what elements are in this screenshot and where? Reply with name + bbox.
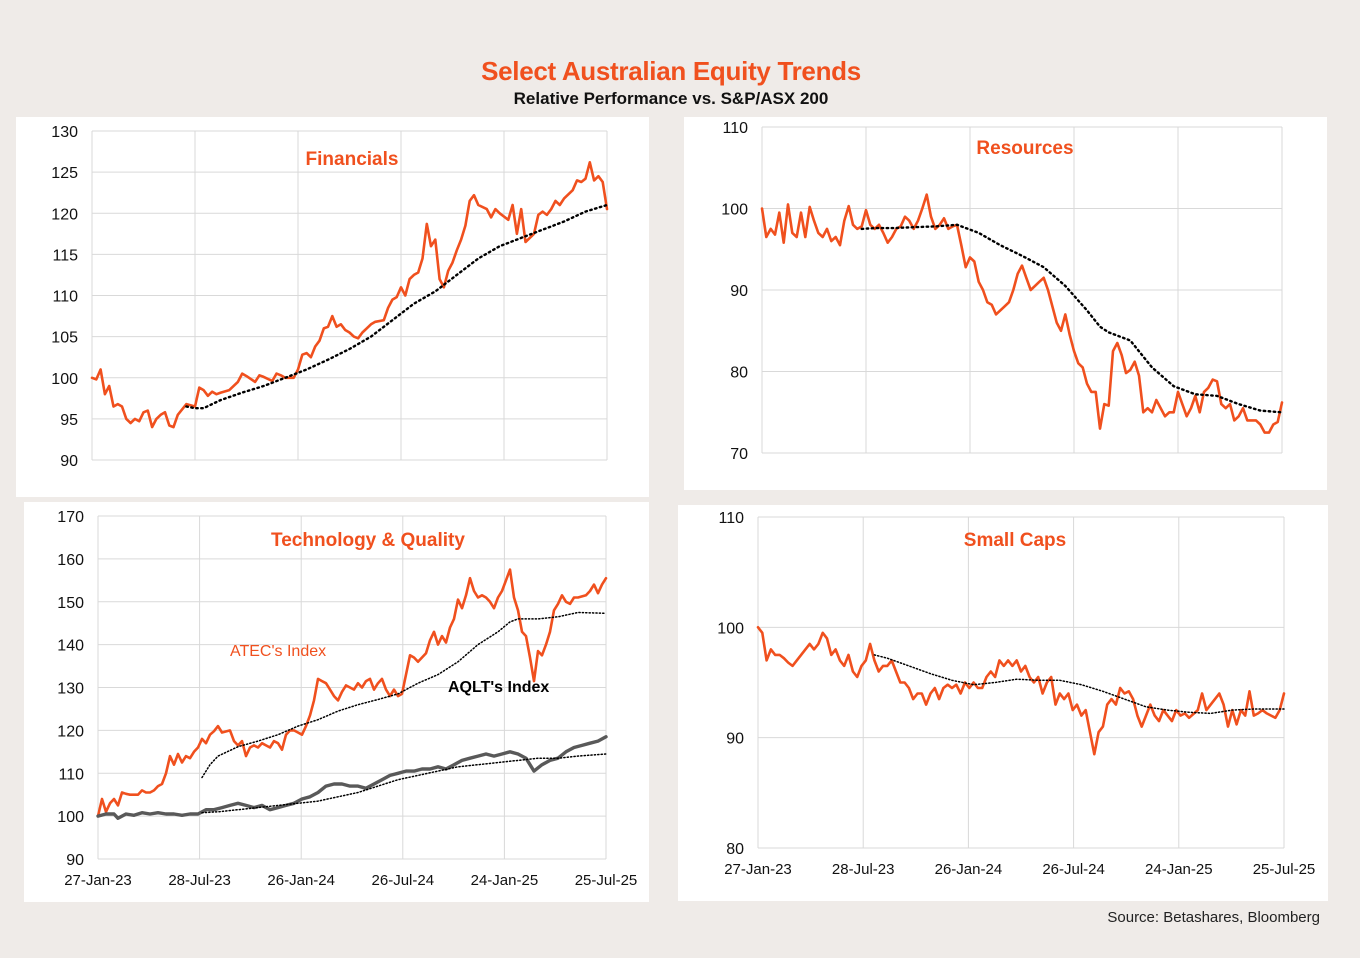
atec-s-index-orange-solid-series-line — [96, 568, 608, 818]
y-tick-label: 160 — [57, 552, 84, 569]
orange-solid-series-line — [90, 161, 609, 429]
x-tick-label: 25-Jul-25 — [1253, 861, 1316, 878]
x-tick-label: 24-Jan-25 — [1145, 861, 1213, 878]
x-tick-label: 27-Jan-23 — [64, 872, 132, 889]
y-tick-label: 90 — [66, 852, 84, 869]
x-tick-label: 27-Jan-23 — [724, 861, 792, 878]
small-caps-panel: 80 90 100 110 27-Jan-23 28-Jul-23 26-Jan-24 26-… — [678, 505, 1328, 901]
resources-chart: 70 80 90 100 110 Resources — [721, 120, 1284, 463]
y-tick-label: 100 — [721, 202, 748, 219]
y-tick-label: 170 — [57, 509, 84, 526]
atec-s-index-black-dotted-thin-series-line — [201, 611, 607, 779]
y-tick-label: 120 — [57, 723, 84, 740]
chart-title: Financials — [306, 149, 399, 170]
series-annotation-aqlt-s-index: AQLT's Index — [448, 679, 549, 696]
black-dotted-series-line — [185, 203, 609, 410]
x-tick-label: 24-Jan-25 — [471, 872, 539, 889]
y-tick-label: 100 — [51, 371, 78, 388]
x-tick-label: 28-Jul-23 — [832, 861, 895, 878]
y-tick-label: 115 — [52, 247, 78, 264]
x-tick-label: 26-Jul-24 — [1042, 861, 1105, 878]
series-annotation-atec-s-index: ATEC's Index — [230, 643, 326, 660]
orange-solid-series-line — [760, 193, 1284, 434]
page-title: Select Australian Equity Trends — [481, 56, 861, 86]
y-tick-label: 80 — [730, 365, 748, 382]
y-tick-label: 90 — [726, 731, 744, 748]
x-tick-label: 25-Jul-25 — [575, 872, 638, 889]
y-tick-label: 70 — [730, 446, 748, 463]
small-caps-chart: 80 90 100 110 27-Jan-23 28-Jul-23 26-Jan-24 26-… — [717, 510, 1316, 878]
y-tick-label: 90 — [730, 283, 748, 300]
x-tick-label: 26-Jul-24 — [372, 872, 435, 889]
y-tick-label: 100 — [57, 809, 84, 826]
y-tick-label: 80 — [726, 841, 744, 858]
resources-panel: 70 80 90 100 110 Resources — [684, 117, 1327, 490]
y-tick-label: 90 — [60, 453, 78, 470]
source-note: Source: Betashares, Bloomberg — [1107, 909, 1320, 926]
financials-chart: 90 95 100 105 110 115 120 125 130 Financials — [51, 124, 609, 470]
technology-quality-panel: 90 100 110 120 130 140 150 160 170 27-Jan-23 28-Ju… — [24, 502, 649, 902]
y-tick-label: 105 — [51, 330, 78, 347]
y-tick-label: 130 — [57, 681, 84, 698]
y-tick-label: 110 — [722, 120, 748, 137]
x-tick-label: 26-Jan-24 — [935, 861, 1003, 878]
y-tick-label: 110 — [718, 510, 744, 527]
chart-title: Technology & Quality — [271, 530, 465, 551]
y-tick-label: 100 — [717, 620, 744, 637]
orange-solid-series-line — [756, 626, 1286, 756]
x-tick-label: 26-Jan-24 — [267, 872, 335, 889]
y-tick-label: 150 — [57, 595, 84, 612]
y-tick-label: 140 — [57, 638, 84, 655]
page-subtitle: Relative Performance vs. S&P/ASX 200 — [513, 89, 829, 108]
y-tick-label: 130 — [51, 124, 78, 141]
x-tick-label: 28-Jul-23 — [168, 872, 231, 889]
y-tick-label: 125 — [51, 165, 78, 182]
aqlt-s-index-gray-thick-series-line — [96, 735, 608, 820]
financials-panel: 90 95 100 105 110 115 120 125 130 Financials — [16, 117, 649, 497]
y-tick-label: 110 — [58, 766, 84, 783]
chart-title: Resources — [976, 138, 1073, 159]
y-tick-label: 110 — [52, 289, 78, 306]
y-tick-label: 120 — [51, 206, 78, 223]
aqlt-s-index-black-dotted-thin-series-line — [201, 753, 607, 814]
technology-quality-chart: 90 100 110 120 130 140 150 160 170 27-Jan-23 28-Ju… — [57, 509, 638, 889]
chart-title: Small Caps — [964, 530, 1066, 551]
black-dotted-series-line — [860, 223, 1284, 414]
black-dotted-thin-series-line — [873, 654, 1285, 715]
y-tick-label: 95 — [60, 412, 78, 429]
